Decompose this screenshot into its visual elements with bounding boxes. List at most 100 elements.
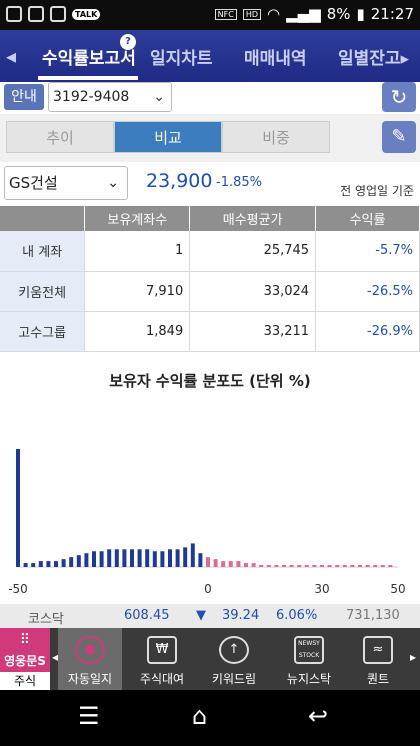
menu-auto-journal[interactable]: ● 자동일지 <box>58 628 122 690</box>
row-label: 키움전체 <box>0 271 86 312</box>
table-header-cell: 매수평균가 <box>189 206 317 231</box>
bottom-menu: ⠿ 영웅문S 주식 ◂ ● 자동일지 ₩ 주식대여 ↑ 키워드림 NEWSY S… <box>0 628 420 690</box>
pin-icon: ● <box>75 636 105 664</box>
tab-scroll-left-icon[interactable]: ◂ <box>6 44 17 68</box>
chart-bar <box>365 565 370 567</box>
tab-journal-chart[interactable]: 일지차트 <box>150 49 213 69</box>
chart-bar <box>259 565 264 567</box>
chart-bar <box>380 565 385 567</box>
guide-button[interactable]: 안내 <box>4 84 44 110</box>
row-label: 고수그룹 <box>0 311 86 352</box>
index-diff: 39.24 <box>222 608 260 623</box>
chart-bar <box>130 549 134 567</box>
chart-bar <box>160 551 165 567</box>
scroll-right-icon[interactable]: ▸ <box>410 650 417 664</box>
segment-trend[interactable]: 추이 <box>6 121 114 153</box>
back-icon[interactable]: ↩ <box>308 702 329 730</box>
index-ticker: 코스닥 608.45 ▼ 39.24 6.06% 731,130 <box>0 604 420 628</box>
won-icon: ₩ <box>147 636 177 664</box>
chart-bar <box>320 565 324 567</box>
table-row: 고수그룹 1,849 33,211 -26.9% <box>0 311 420 352</box>
return-rate: -26.5% <box>315 271 420 312</box>
chart-bar <box>297 565 302 567</box>
menu-quant[interactable]: ≈ 퀀트 <box>348 628 408 690</box>
chart-bar <box>168 549 172 567</box>
scroll-left-icon[interactable]: ◂ <box>52 650 59 664</box>
tab-return-report[interactable]: 수익률보고서 <box>42 49 136 69</box>
chart-bar <box>388 565 393 567</box>
table-header-cell: 수익률 <box>315 206 420 231</box>
x-tick-label: 30 <box>314 582 329 596</box>
tab-trade-history[interactable]: 매매내역 <box>244 49 307 69</box>
chart-bar <box>122 549 127 567</box>
chart-bar <box>289 565 294 567</box>
chart-bar <box>350 565 355 567</box>
brand-home-button[interactable]: ⠿ 영웅문S 주식 <box>0 628 50 690</box>
stock-row: GS건설 ⌄ 23,900 -1.85% 전 영업일 기준 <box>0 162 420 206</box>
menu-icon[interactable]: ☰ <box>78 702 100 730</box>
return-rate: -5.7% <box>315 231 420 272</box>
nfc-icon: NFC <box>214 8 237 20</box>
chart-bar <box>335 565 340 567</box>
x-tick-label: -50 <box>8 582 28 596</box>
down-arrow-icon: ▼ <box>196 608 206 623</box>
newsy-stock-icon: NEWSY STOCK <box>294 636 324 664</box>
segment-weight[interactable]: 비중 <box>222 121 330 153</box>
stock-price: 23,900 <box>146 170 213 192</box>
signal-icon: ▂▄▆ <box>286 5 321 23</box>
average-price: 33,211 <box>189 311 317 352</box>
help-icon[interactable]: ? <box>120 34 136 50</box>
chart-bar <box>244 563 248 567</box>
stock-select[interactable]: GS건설 ⌄ <box>4 166 128 200</box>
index-pct: 6.06% <box>276 608 318 623</box>
edit-button[interactable]: ✎ <box>382 121 416 153</box>
chevron-down-icon: ⌄ <box>107 175 119 191</box>
segment-compare[interactable]: 비교 <box>114 121 222 153</box>
chart-bar <box>274 565 279 567</box>
chart-bar <box>152 551 157 567</box>
active-tab-indicator <box>38 76 138 80</box>
battery-icon: ▮ <box>356 5 365 23</box>
menu-label: 뉴지스탁 <box>286 672 332 686</box>
menu-keyword[interactable]: ↑ 키워드림 <box>202 628 266 690</box>
chart-bar <box>46 561 51 567</box>
chart-bar <box>282 565 286 567</box>
pencil-icon: ✎ <box>391 126 407 147</box>
chart-bar <box>107 549 112 567</box>
x-tick-label: 0 <box>204 582 212 596</box>
menu-newsy-stock[interactable]: NEWSY STOCK 뉴지스탁 <box>274 628 344 690</box>
table-header-cell <box>0 206 86 231</box>
status-bar: TALK NFC HD ◠ ▂▄▆ 8% ▮ 21:27 <box>0 0 420 30</box>
refresh-button[interactable]: ↻ <box>382 82 416 112</box>
table-row: 내 계좌 1 25,745 -5.7% <box>0 231 420 272</box>
account-row: 안내 3192-9408 ⌄ ↻ <box>0 80 420 114</box>
account-number: 3192-9408 <box>53 89 130 105</box>
table-row: 키움전체 7,910 33,024 -26.5% <box>0 271 420 312</box>
refresh-icon: ↻ <box>390 85 408 109</box>
wifi-icon: ◠ <box>267 5 281 23</box>
chart-bar <box>228 561 233 567</box>
chart-icon: ≈ <box>363 636 393 664</box>
chart-bar <box>236 561 241 567</box>
account-select[interactable]: 3192-9408 ⌄ <box>48 82 172 112</box>
account-count: 7,910 <box>84 271 191 312</box>
report-tab-bar: ◂ 수익률보고서 ? 일지차트 매매내역 일별잔고▸ <box>0 30 420 82</box>
menu-label: 키워드림 <box>211 672 257 686</box>
menu-label: 주식대여 <box>139 672 185 686</box>
chart-bar <box>16 449 20 567</box>
table-header: 보유계좌수 매수평균가 수익률 <box>0 206 420 231</box>
notification-icon <box>6 6 22 22</box>
index-value: 608.45 <box>124 608 170 623</box>
chart-bar <box>327 565 332 567</box>
return-rate: -26.9% <box>315 311 420 352</box>
index-name: 코스닥 <box>28 612 64 627</box>
average-price: 25,745 <box>189 231 317 272</box>
index-volume: 731,130 <box>346 608 400 623</box>
clock: 21:27 <box>370 5 414 23</box>
comparison-table: 보유계좌수 매수평균가 수익률 내 계좌 1 25,745 -5.7% 키움전체… <box>0 206 420 352</box>
stock-change: -1.85% <box>216 175 262 190</box>
average-price: 33,024 <box>189 271 317 312</box>
home-icon[interactable]: ⌂ <box>192 702 208 730</box>
menu-stock-lending[interactable]: ₩ 주식대여 <box>130 628 194 690</box>
tab-daily-balance[interactable]: 일별잔고▸ <box>338 49 410 69</box>
